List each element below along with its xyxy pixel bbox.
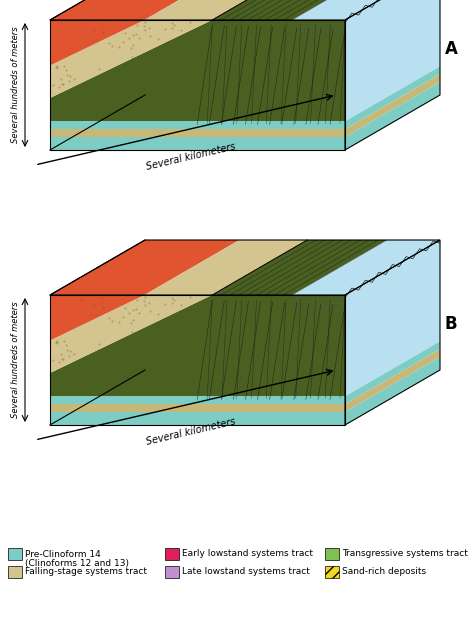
Text: Transgressive systems tract: Transgressive systems tract bbox=[342, 550, 468, 558]
Polygon shape bbox=[212, 0, 387, 20]
Text: Several hundreds of meters: Several hundreds of meters bbox=[11, 27, 20, 143]
Text: Late lowstand systems tract: Late lowstand systems tract bbox=[182, 568, 310, 576]
Polygon shape bbox=[345, 341, 440, 404]
Polygon shape bbox=[345, 82, 440, 150]
Polygon shape bbox=[50, 295, 212, 373]
Polygon shape bbox=[50, 295, 345, 396]
Bar bbox=[165, 566, 179, 578]
Polygon shape bbox=[50, 0, 239, 20]
Polygon shape bbox=[145, 240, 307, 295]
Polygon shape bbox=[145, 0, 307, 20]
Bar bbox=[8, 566, 22, 578]
Bar bbox=[325, 566, 339, 578]
Text: A: A bbox=[445, 40, 458, 58]
Polygon shape bbox=[50, 412, 345, 425]
Text: Early lowstand systems tract: Early lowstand systems tract bbox=[182, 550, 313, 558]
Polygon shape bbox=[292, 240, 440, 295]
Polygon shape bbox=[345, 240, 440, 396]
Polygon shape bbox=[345, 67, 440, 129]
Bar bbox=[8, 548, 22, 560]
Bar bbox=[165, 548, 179, 560]
Polygon shape bbox=[345, 74, 440, 137]
Polygon shape bbox=[50, 122, 345, 129]
Polygon shape bbox=[345, 349, 440, 412]
Polygon shape bbox=[212, 240, 387, 295]
Polygon shape bbox=[50, 20, 345, 122]
Polygon shape bbox=[50, 137, 345, 150]
Text: Several kilometers: Several kilometers bbox=[145, 142, 237, 172]
Text: Pre-Clinoform 14: Pre-Clinoform 14 bbox=[25, 550, 101, 559]
Polygon shape bbox=[50, 240, 239, 295]
Text: Several hundreds of meters: Several hundreds of meters bbox=[11, 302, 20, 418]
Polygon shape bbox=[50, 129, 345, 137]
Text: B: B bbox=[445, 315, 457, 333]
Polygon shape bbox=[50, 295, 145, 341]
Polygon shape bbox=[50, 404, 345, 412]
Text: Sand-rich deposits: Sand-rich deposits bbox=[342, 568, 426, 576]
Text: (Clinoforms 12 and 13): (Clinoforms 12 and 13) bbox=[25, 559, 129, 568]
Polygon shape bbox=[50, 396, 345, 404]
Polygon shape bbox=[50, 20, 145, 65]
Text: Falling-stage systems tract: Falling-stage systems tract bbox=[25, 568, 147, 576]
Polygon shape bbox=[345, 357, 440, 425]
Bar bbox=[325, 548, 339, 560]
Text: Several kilometers: Several kilometers bbox=[145, 417, 237, 447]
Polygon shape bbox=[345, 0, 440, 122]
Polygon shape bbox=[292, 0, 440, 20]
Polygon shape bbox=[50, 20, 212, 98]
